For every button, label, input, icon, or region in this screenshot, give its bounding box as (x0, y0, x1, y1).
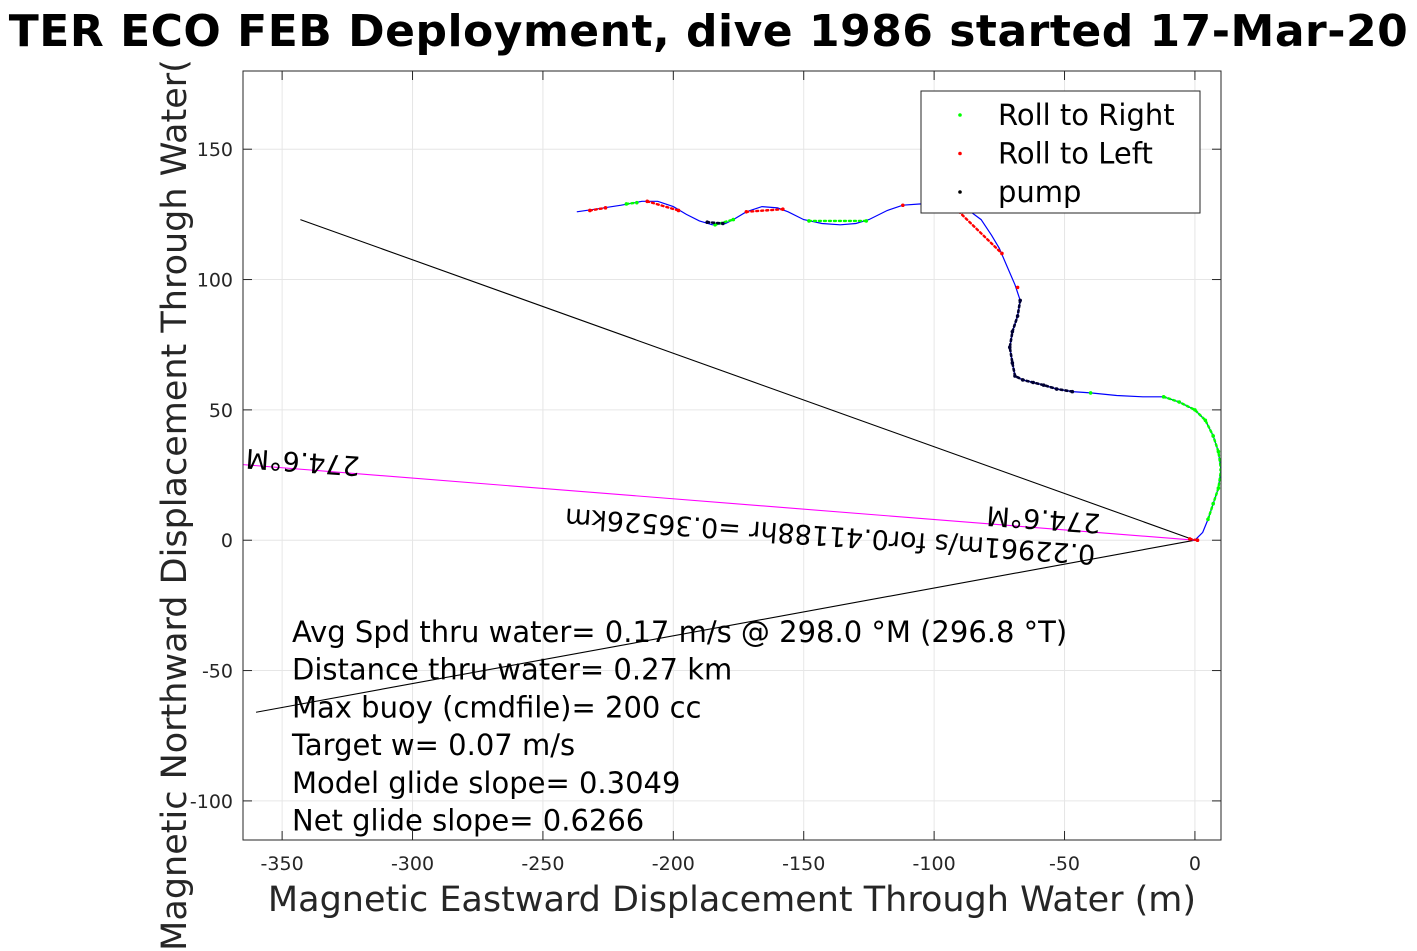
roll-right-point (864, 219, 869, 223)
x-tick-label: -300 (391, 853, 434, 875)
roll-right-segment (1162, 395, 1221, 521)
pump-point (1031, 380, 1036, 385)
chart-title: TER ECO FEB Deployment, dive 1986 starte… (8, 6, 1409, 57)
roll-left-point (1187, 537, 1192, 541)
roll-left-point (744, 209, 749, 214)
x-tick-label: -150 (782, 853, 825, 875)
reference-line-lower (255, 539, 1196, 713)
roll-left-segment (953, 206, 1004, 255)
roll-right-point (624, 202, 629, 206)
legend-marker (958, 113, 962, 117)
roll-left-point (588, 208, 592, 213)
pump-segment (705, 220, 725, 225)
reference-line-heading (243, 464, 1195, 541)
legend-label: pump (998, 175, 1081, 209)
roll-right-point (1193, 408, 1197, 412)
roll-right-point (635, 200, 639, 205)
roll-left-point (1195, 538, 1200, 543)
annotation-line: Max buoy (cmdfile)= 200 cc (292, 690, 701, 724)
reference-line-upper (300, 219, 1196, 541)
pump-point (1041, 383, 1046, 387)
roll-right-point (807, 219, 811, 223)
legend-marker (958, 190, 962, 194)
x-tick-label: 0 (1189, 853, 1201, 875)
pump-point (721, 221, 725, 226)
annotation-block: Avg Spd thru water= 0.17 m/s @ 298.0 °M … (291, 615, 1067, 838)
dive-track (576, 199, 1221, 543)
pump-point (1007, 345, 1012, 350)
pump-point (705, 220, 710, 224)
legend-label: Roll to Left (998, 137, 1153, 171)
roll-left-point (901, 203, 905, 208)
annotation-line: Target w= 0.07 m/s (291, 728, 575, 762)
x-tick-label: -200 (652, 853, 695, 875)
roll-left-point (781, 207, 785, 211)
legend-box (920, 90, 1201, 214)
legend: Roll to Right Roll to Left pump (920, 90, 1201, 214)
x-tick-label: -100 (913, 853, 956, 875)
axis-ticks: -350 -300 -250 -200 -150 -100 -50 0 -100 -50 0 50 10… (190, 71, 1221, 875)
roll-left-segment (588, 206, 607, 212)
y-axis-label: Magnetic Northward Displacement Through … (155, 59, 195, 951)
annotation-line: Distance thru water= 0.27 km (292, 653, 732, 687)
roll-left-point (676, 208, 681, 213)
pump-point (1010, 361, 1015, 365)
roll-right-point (1177, 400, 1182, 404)
pump-point (1010, 329, 1015, 334)
pump-point (1018, 298, 1022, 303)
roll-right-point (1206, 517, 1210, 522)
pump-point (1020, 378, 1025, 382)
roll-right-point (1088, 391, 1093, 395)
x-axis-label: Magnetic Eastward Displacement Through W… (267, 880, 1197, 920)
axes-frame (242, 70, 1222, 841)
roll-right-point (1211, 434, 1215, 438)
pump-point (1070, 389, 1075, 394)
pump-point (1015, 314, 1020, 318)
y-tick-label: 150 (197, 139, 233, 161)
legend-marker (958, 151, 962, 156)
pump-point (1013, 374, 1017, 378)
roll-right-point (1203, 418, 1208, 423)
y-tick-label: -50 (202, 661, 233, 683)
roll-right-point (731, 217, 736, 222)
roll-right-point (1216, 486, 1221, 490)
y-tick-label: 50 (209, 400, 233, 422)
y-tick-label: 100 (197, 270, 233, 292)
roll-right-point (1216, 449, 1221, 454)
x-tick-label: -350 (261, 853, 304, 875)
annotation-line: Model glide slope= 0.3049 (292, 766, 680, 800)
y-tick-label: 0 (221, 530, 233, 552)
roll-left-segment (646, 200, 680, 212)
roll-left-point (645, 199, 650, 204)
pump-point (1054, 387, 1059, 391)
roll-left-point (1015, 285, 1020, 290)
x-tick-label: -250 (521, 853, 564, 875)
roll-right-point (1211, 501, 1215, 506)
roll-left-point (603, 206, 608, 210)
annotation-line: Avg Spd thru water= 0.17 m/s @ 298.0 °M … (292, 615, 1067, 649)
reference-lines (243, 219, 1196, 713)
y-tick-label: -100 (190, 791, 233, 813)
roll-right-point (1161, 395, 1166, 399)
roll-left-segment (745, 207, 785, 214)
legend-label: Roll to Right (998, 98, 1175, 132)
x-tick-label: -50 (1049, 853, 1080, 875)
annotation-line: Net glide slope= 0.6266 (292, 804, 644, 838)
roll-left-point (1000, 251, 1004, 256)
